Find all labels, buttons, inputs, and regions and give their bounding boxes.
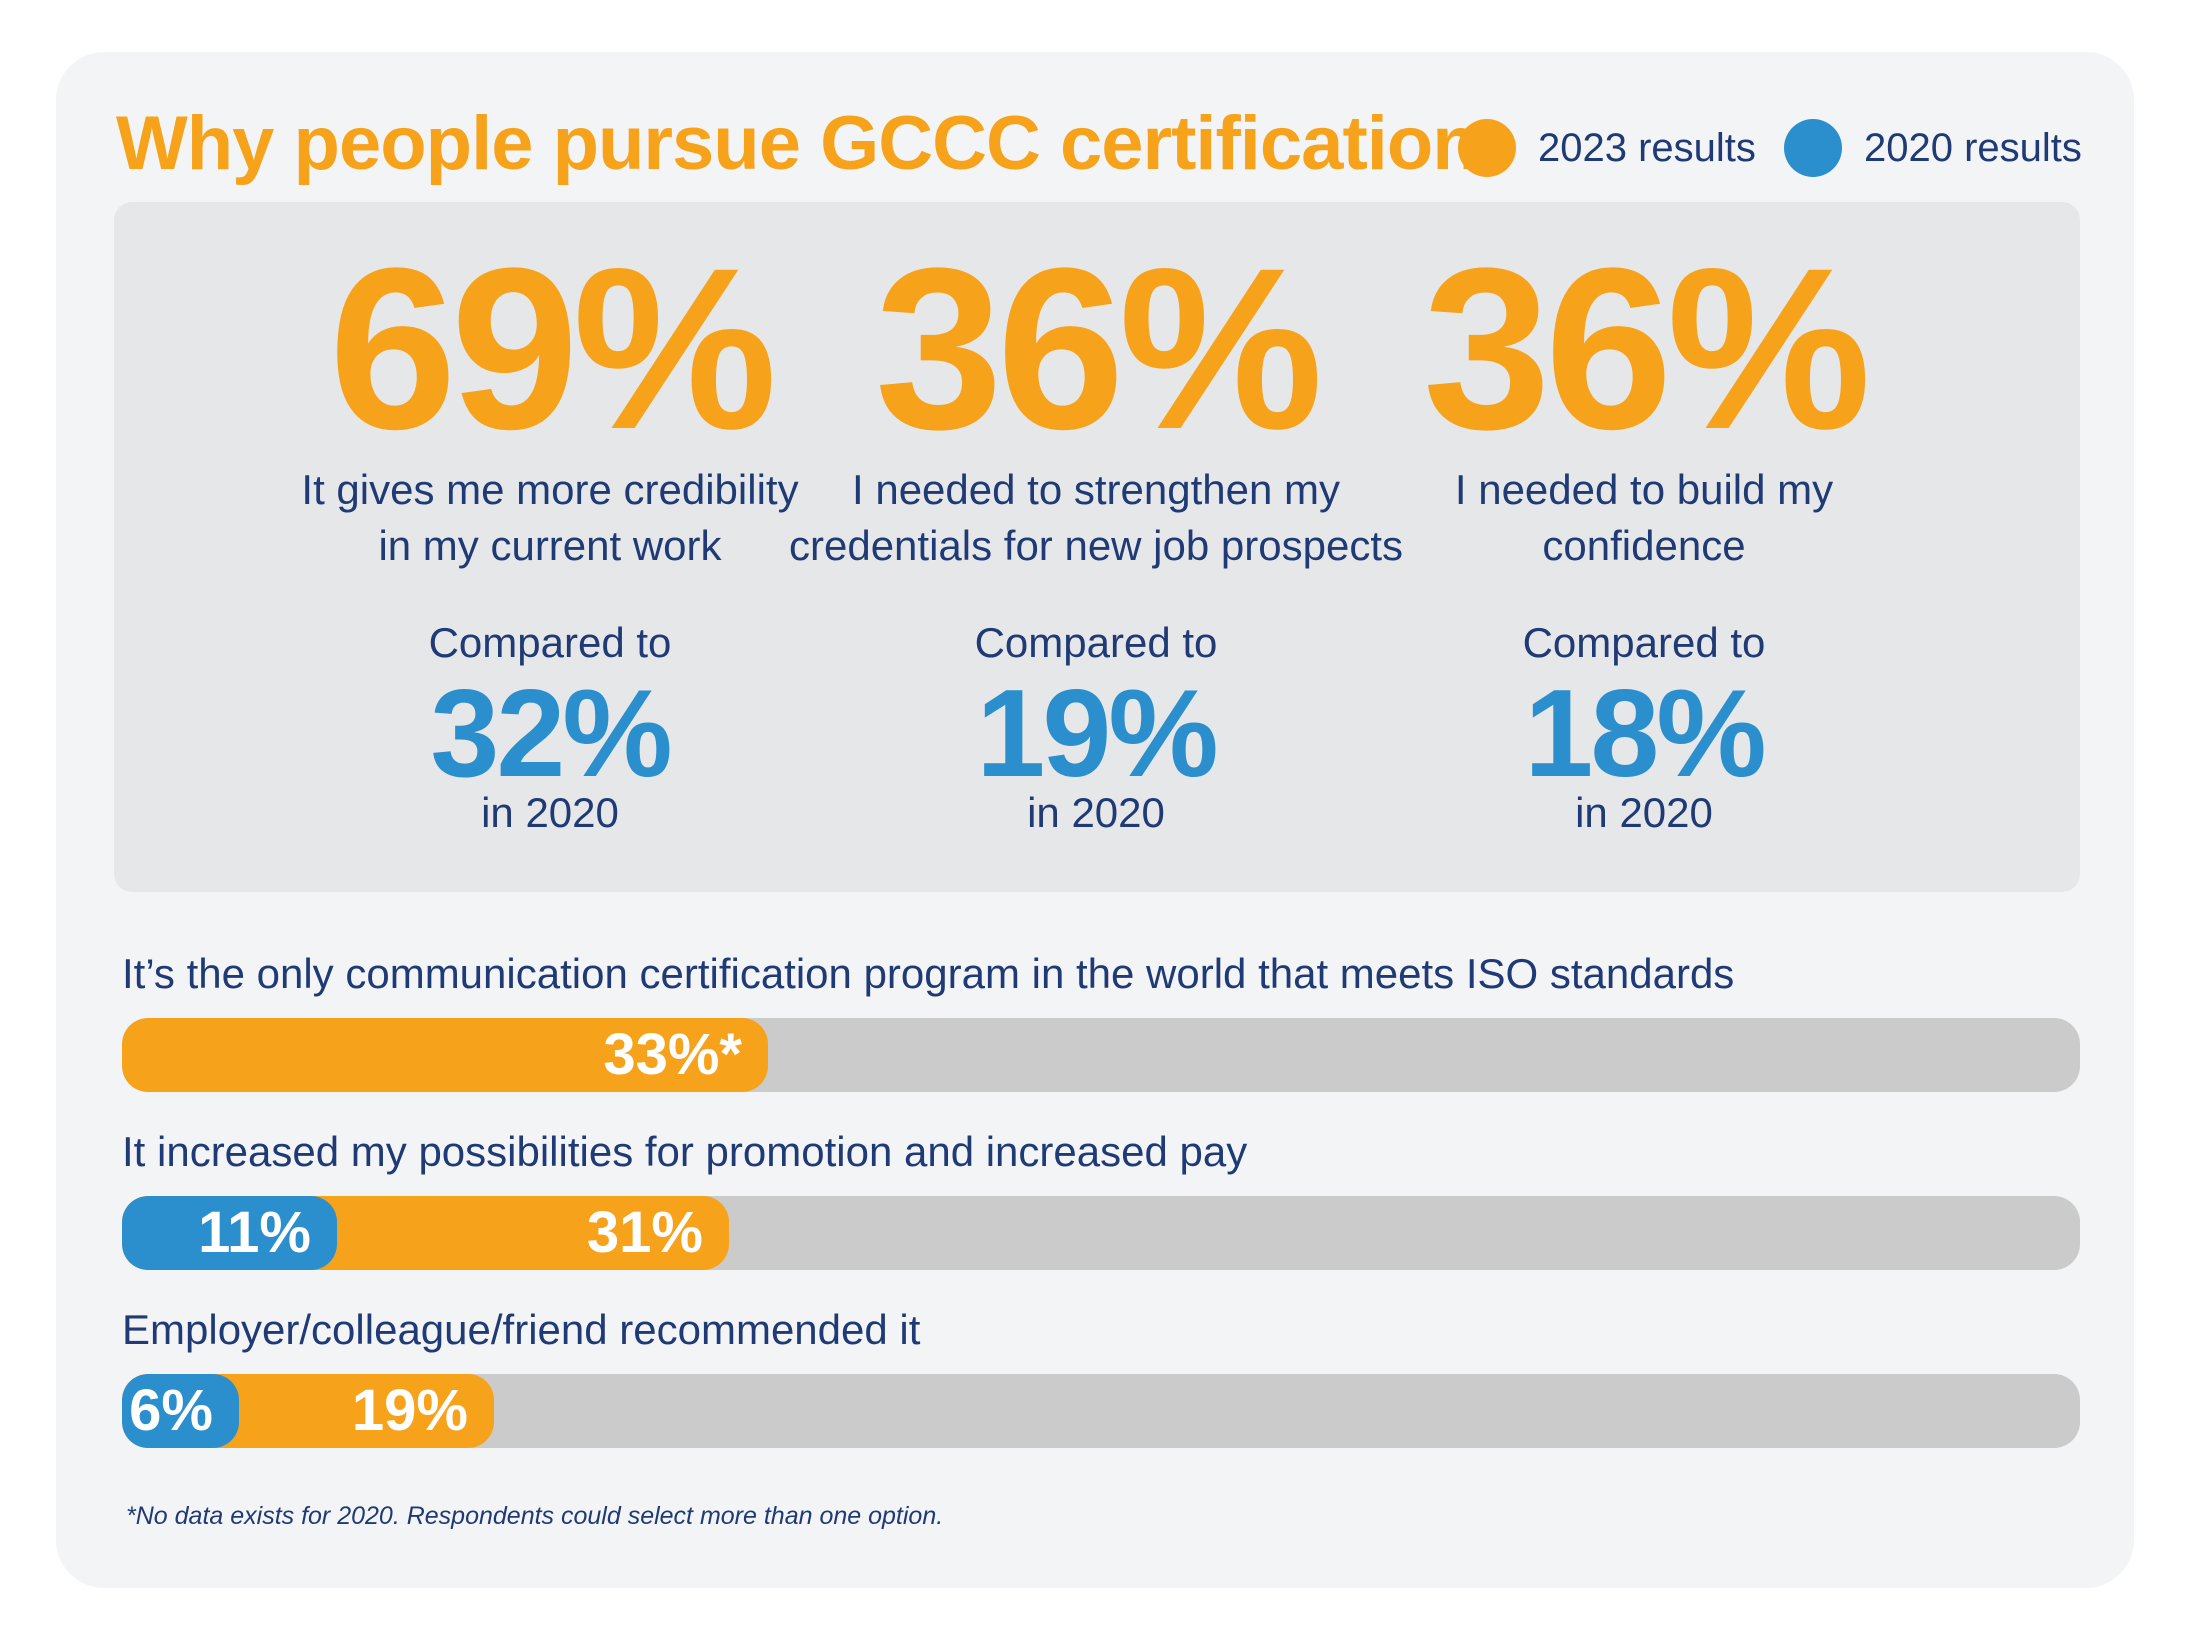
bar-value-2020: 11%: [198, 1200, 311, 1265]
legend-label-2023: 2023 results: [1538, 125, 1756, 170]
stat-value-2020: 19%: [976, 665, 1218, 803]
stat-reason-line1: It gives me more credibility: [301, 466, 799, 513]
stat-year-label: in 2020: [1575, 789, 1713, 836]
stat-reason-line1: I needed to build my: [1454, 466, 1834, 513]
stat-reason: I needed to strengthen my credentials fo…: [776, 462, 1416, 574]
bar-label-recommended: Employer/colleague/friend recommended it: [122, 1306, 921, 1353]
stat-reason: I needed to build my confidence: [1324, 462, 1964, 574]
stat-compared-label: Compared to: [1522, 619, 1766, 666]
stat-reason-line2: confidence: [1542, 522, 1746, 569]
bar-value-2023: 19%: [351, 1378, 468, 1443]
stat-reason-line1: I needed to strengthen my: [852, 466, 1340, 513]
bar-fill-2020: [122, 1196, 337, 1270]
stat-compared-label: Compared to: [428, 619, 672, 666]
bar-fill-2023: [122, 1018, 768, 1092]
legend-dot-2023-icon: [1458, 119, 1516, 177]
bar-label-iso: It’s the only communication certificatio…: [122, 950, 1735, 997]
stat-value-2023: 69%: [328, 220, 777, 477]
stats-panel: 69% It gives me more credibility in my c…: [114, 202, 2080, 892]
stat-reason-line2: in my current work: [378, 522, 722, 569]
stat-compared-label: Compared to: [974, 619, 1218, 666]
bar-value-2020: 6%: [129, 1378, 213, 1443]
stat-year-label: in 2020: [481, 789, 619, 836]
stat-value-2020: 18%: [1524, 665, 1766, 803]
stat-reason-line2: credentials for new job prospects: [789, 522, 1403, 569]
legend-item-2023: 2023 results: [1458, 118, 1756, 178]
stat-reason: It gives me more credibility in my curre…: [230, 462, 870, 574]
bar-value-2023: 31%: [586, 1200, 703, 1265]
bar-track-promotion: 31% 11%: [122, 1196, 2080, 1270]
legend-item-2020: 2020 results: [1784, 118, 2082, 178]
stat-value-2023: 36%: [874, 220, 1323, 477]
bar-track-iso: 33%*: [122, 1018, 2080, 1092]
page-title: Why people pursue GCCC certification: [116, 101, 1479, 186]
bar-label-promotion: It increased my possibilities for promot…: [122, 1128, 1248, 1175]
bar-fill-2020: [122, 1374, 239, 1448]
legend-label-2020: 2020 results: [1864, 125, 2082, 170]
footnote: *No data exists for 2020. Respondents co…: [126, 1502, 944, 1530]
legend-dot-2020-icon: [1784, 119, 1842, 177]
stat-value-2023: 36%: [1422, 220, 1871, 477]
stat-year-label: in 2020: [1027, 789, 1165, 836]
stat-value-2020: 32%: [430, 665, 672, 803]
bar-track-recommended: 19% 6%: [122, 1374, 2080, 1448]
bar-value-2023: 33%*: [603, 1022, 742, 1087]
